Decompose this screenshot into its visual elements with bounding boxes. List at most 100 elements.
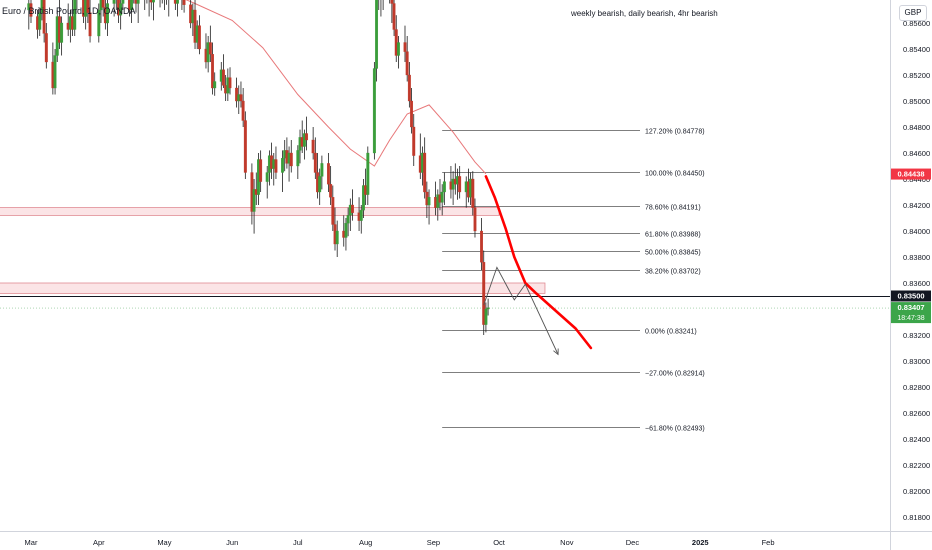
candle-down [471,178,475,208]
price-tick-label: 0.82600 [903,409,930,418]
chart-annotation[interactable]: weekly bearish, daily bearish, 4hr beari… [571,9,718,18]
candle-down [289,152,293,167]
candle-down [351,204,354,213]
candle-up [335,230,339,245]
candle-up [396,42,400,56]
candle-down [228,77,232,89]
candle-up [213,81,217,89]
candle-down [274,159,278,173]
candle-up [427,197,431,206]
candle-up [281,158,284,173]
candle-down [182,0,186,5]
fib-level-label: 61.80% (0.83988) [645,232,701,239]
supply-zone[interactable] [0,207,500,216]
projection-drawings[interactable] [483,175,593,356]
horizontal-levels[interactable] [0,296,890,309]
time-tick-label: Jun [226,538,238,547]
price-badge [891,302,931,324]
fib-level-label: 78.60% (0.84191) [645,205,701,212]
candle-up [97,9,101,37]
candle-up [372,68,376,154]
candlestick-series [27,0,490,335]
candle-down [101,0,105,8]
price-tick-label: 0.85600 [903,19,930,28]
price-tick-label: 0.82200 [903,461,930,470]
candle-down [149,0,153,3]
candle-down [29,3,33,17]
candle-down [403,42,407,52]
price-tick-label: 0.85000 [903,97,930,106]
candle-down [222,69,225,86]
fib-level-label: 127.20% (0.84778) [645,129,705,136]
price-tick-label: 0.83800 [903,253,930,262]
candle-up [119,3,123,16]
price-badge [891,168,931,180]
candle-down [423,152,427,193]
fib-level-label: −27.00% (0.82914) [645,371,705,378]
candle-down [259,159,263,182]
candle-down [407,74,411,102]
candle-up [359,210,363,221]
fib-level-label: 100.00% (0.84450) [645,171,705,178]
candle-down [331,197,335,225]
candle-down [458,176,462,193]
price-badge-countdown: 18:47:38 [897,315,924,322]
time-tick-label: Oct [493,538,506,547]
candle-up [73,0,77,30]
currency-label[interactable]: GBP [899,5,927,21]
candle-up [442,181,446,193]
price-tick-label: 0.84200 [903,201,930,210]
candle-down [305,133,309,141]
price-tick-label: 0.84600 [903,149,930,158]
fib-level-label: −61.80% (0.82493) [645,426,705,433]
candle-up [130,0,134,11]
candle-down [482,262,486,325]
price-tick-label: 0.83000 [903,357,930,366]
moving-average [185,0,487,175]
time-tick-label: Jul [293,538,303,547]
candle-down [42,0,46,34]
candle-up [296,150,300,167]
candle-up [252,189,256,212]
zigzag-path-line[interactable] [483,266,559,355]
time-tick-label: Aug [359,538,372,547]
candle-down [473,207,477,232]
time-tick-label: Dec [626,538,640,547]
candle-down [311,139,315,154]
projected-path-line[interactable] [484,175,593,350]
price-tick-label: 0.83200 [903,331,930,340]
candle-down [173,0,177,4]
price-axis-background [890,0,932,550]
candle-down [211,54,214,89]
price-badge-value: 0.83407 [897,303,924,312]
price-tick-label: 0.84000 [903,227,930,236]
candle-down [127,0,131,11]
candle-down [480,230,483,263]
symbol-title[interactable]: Euro / British Pound, 1D, OANDA [2,6,136,16]
candle-up [112,0,116,4]
candle-down [134,0,138,4]
arrow-head-icon [553,348,559,356]
candle-down [243,120,247,173]
candle-down [326,163,330,185]
fib-level-label: 38.20% (0.83702) [645,269,701,276]
supply-zone[interactable] [0,282,546,294]
price-badges: 0.84438 0.83500 0.83407 18:47:38 [891,168,931,324]
candle-down [405,51,409,76]
price-tick-label: 0.83600 [903,279,930,288]
candle-down [390,0,394,4]
time-tick-label: Apr [93,538,105,547]
time-tick-label: Sep [427,538,440,547]
fib-retracement[interactable]: 127.20% (0.84778) 100.00% (0.84450) 78.60%… [442,129,705,433]
candle-down [239,94,243,102]
price-tick-label: 0.85200 [903,71,930,80]
price-tick-label: 0.82400 [903,435,930,444]
price-tick-label: 0.82000 [903,487,930,496]
time-tick-label: 2025 [692,538,709,547]
candle-up [484,308,488,325]
candle-down [313,152,317,173]
price-tick-label: 0.81800 [903,513,930,522]
